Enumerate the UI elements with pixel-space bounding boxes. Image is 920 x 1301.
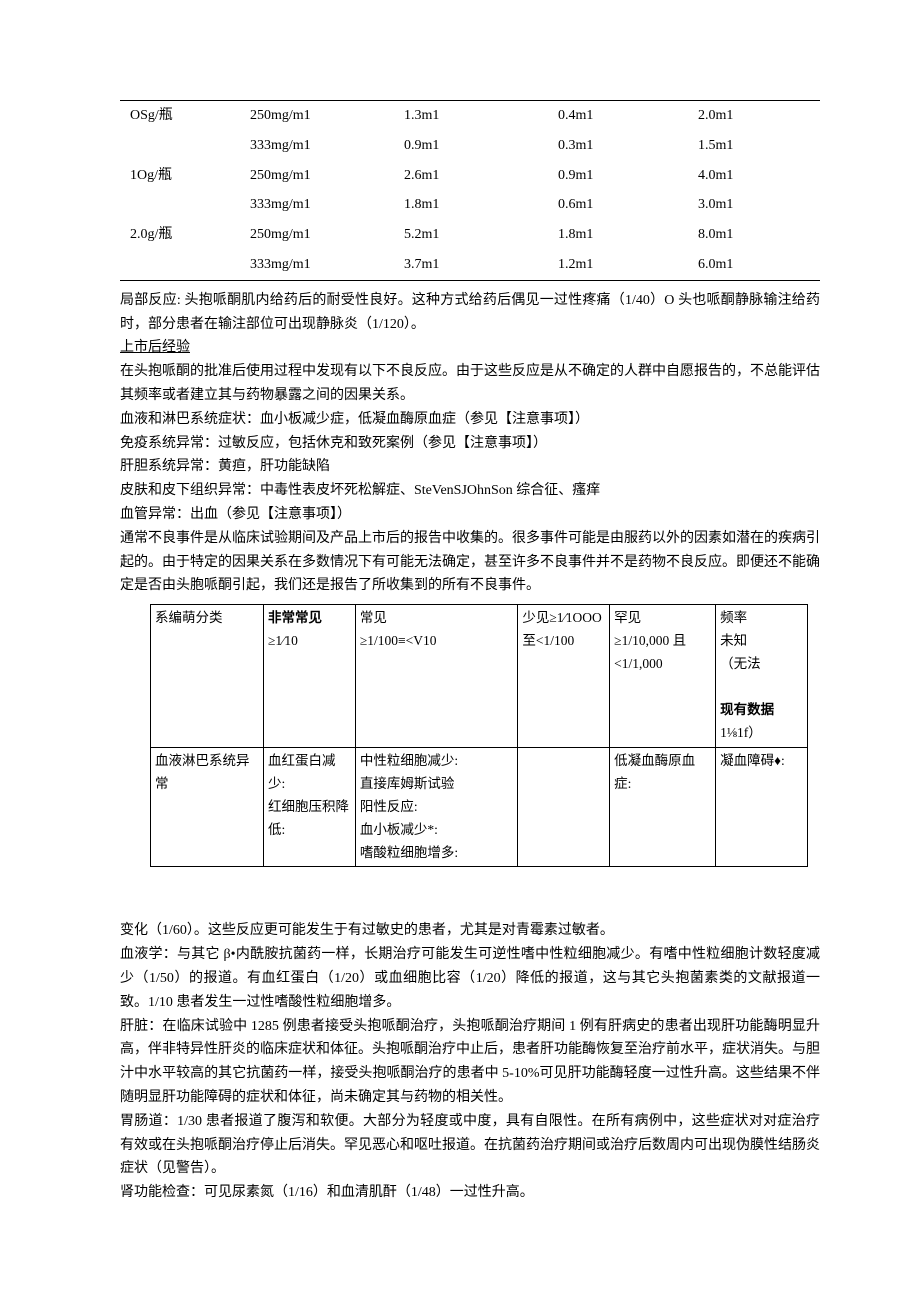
table-row: OSg/瓶 250mg/m1 1.3m1 0.4m1 2.0m1: [120, 101, 820, 131]
dosage-table: OSg/瓶 250mg/m1 1.3m1 0.4m1 2.0m1 333mg/m…: [120, 100, 820, 281]
ae-header-unknown: 频率 未知 （无法 现有数据 1⅛1f）: [716, 605, 808, 748]
cell: 2.0m1: [694, 101, 820, 131]
range1: ≥1/10,000 且: [614, 633, 686, 648]
bullet-hepatobiliary: 肝胆系统异常：黄疸，肝功能缺陷: [120, 455, 820, 479]
cell: 2.6m1: [400, 161, 554, 191]
cell: 8.0m1: [694, 220, 820, 250]
bullet-vascular: 血管异常：出血（参见【注意事项】）: [120, 503, 820, 527]
liver-paragraph: 肝脏：在临床试验中 1285 例患者接受头抱哌酮治疗，头抱哌酮治疗期间 1 例有…: [120, 1015, 820, 1110]
cell: 0.9m1: [400, 131, 554, 161]
cell: 1.8m1: [400, 190, 554, 220]
l5: 嗜酸粒细胞增多:: [360, 845, 458, 860]
ae-header-uncommon: 少见≥1⁄1OOO 至<1/100: [518, 605, 610, 748]
cell: 0.9m1: [554, 161, 694, 191]
ae-header-common: 常见 ≥1/100≡<V10: [355, 605, 517, 748]
l3: （无法: [720, 656, 761, 671]
label: 非常常见: [268, 610, 322, 625]
bullet-blood: 血液和淋巴系统症状：血小板减少症，低凝血酶原血症（参见【注意事项】）: [120, 408, 820, 432]
ae-note-paragraph: 通常不良事件是从临床试验期间及产品上市后的报告中收集的。很多事件可能是由服药以外…: [120, 527, 820, 598]
cell: 1.2m1: [554, 250, 694, 280]
ae-unknown: 凝血障碍♦:: [716, 747, 808, 867]
hematology-paragraph: 血液学：与其它 β•内酰胺抗菌药一样，长期治疗可能发生可逆性嗜中性粒细胞减少。有…: [120, 943, 820, 1014]
table-row: 333mg/m1 1.8m1 0.6m1 3.0m1: [120, 190, 820, 220]
l4: 现有数据: [720, 702, 774, 717]
l4: 血小板减少*:: [360, 822, 438, 837]
cell: 333mg/m1: [246, 131, 400, 161]
ae-very-common: 血红蛋白减少: 红细胞压积降低:: [264, 747, 356, 867]
cell: 333mg/m1: [246, 250, 400, 280]
spacer: [120, 873, 820, 919]
changes-paragraph: 变化（1/60）。这些反应更可能发生于有过敏史的患者，尤其是对青霉素过敏者。: [120, 919, 820, 943]
ae-common: 中性粒细胞减少: 直接库姆斯试验 阳性反应: 血小板减少*: 嗜酸粒细胞增多:: [355, 747, 517, 867]
cell: 0.6m1: [554, 190, 694, 220]
l5: 1⅛1f）: [720, 725, 762, 740]
table-row: 333mg/m1 0.9m1 0.3m1 1.5m1: [120, 131, 820, 161]
postmarket-intro-paragraph: 在头抱哌酮的批准后使用过程中发现有以下不良反应。由于这些反应是从不确定的人群中自…: [120, 360, 820, 408]
ae-header-system: 系编萌分类: [151, 605, 264, 748]
cell: 6.0m1: [694, 250, 820, 280]
cell: OSg/瓶: [120, 101, 246, 131]
ae-rare: 低凝血酶原血症:: [610, 747, 716, 867]
cell: 1.8m1: [554, 220, 694, 250]
range2: <1/1,000: [614, 656, 663, 671]
dosage-table-body: OSg/瓶 250mg/m1 1.3m1 0.4m1 2.0m1 333mg/m…: [120, 101, 820, 281]
cell: [120, 250, 246, 280]
cell: 0.4m1: [554, 101, 694, 131]
adverse-event-table: 系编萌分类 非常常见 ≥1⁄10 常见 ≥1/100≡<V10 少见≥1⁄1OOO…: [150, 604, 808, 867]
ae-system: 血液淋巴系统异常: [151, 747, 264, 867]
ae-header-row: 系编萌分类 非常常见 ≥1⁄10 常见 ≥1/100≡<V10 少见≥1⁄1OOO…: [151, 605, 808, 748]
cell: 2.0g/瓶: [120, 220, 246, 250]
gi-paragraph: 胃肠道：1/30 患者报道了腹泻和软便。大部分为轻度或中度，具有自限性。在所有病…: [120, 1110, 820, 1181]
postmarket-heading: 上市后经验: [120, 340, 190, 355]
cell: 4.0m1: [694, 161, 820, 191]
cell: 333mg/m1: [246, 190, 400, 220]
cell: 250mg/m1: [246, 220, 400, 250]
label: 罕见: [614, 610, 641, 625]
ae-header-very-common: 非常常见 ≥1⁄10: [264, 605, 356, 748]
cell: 0.3m1: [554, 131, 694, 161]
cell: 3.0m1: [694, 190, 820, 220]
renal-paragraph: 肾功能检查：可见尿素氮（1/16）和血清肌酐（1/48）一过性升高。: [120, 1181, 820, 1205]
l1: 血红蛋白减少:: [268, 753, 336, 791]
bullet-immune: 免疫系统异常：过敏反应，包括休克和致死案例（参见【注意事项】）: [120, 432, 820, 456]
local-reaction-paragraph: 局部反应: 头抱哌酮肌内给药后的耐受性良好。这种方式给药后偶见一过性疼痛（1/4…: [120, 289, 820, 337]
cell: 1Og/瓶: [120, 161, 246, 191]
cell: 1.5m1: [694, 131, 820, 161]
l2: 未知: [720, 633, 747, 648]
table-row: 1Og/瓶 250mg/m1 2.6m1 0.9m1 4.0m1: [120, 161, 820, 191]
label: 少见≥1⁄1OOO: [522, 610, 601, 625]
range: ≥1/100≡<V10: [360, 633, 437, 648]
ae-row-blood: 血液淋巴系统异常 血红蛋白减少: 红细胞压积降低: 中性粒细胞减少: 直接库姆斯…: [151, 747, 808, 867]
l1: 中性粒细胞减少:: [360, 753, 458, 768]
l2: 直接库姆斯试验: [360, 776, 455, 791]
cell: [120, 190, 246, 220]
label: 常见: [360, 610, 387, 625]
range: ≥1⁄10: [268, 633, 298, 648]
table-row: 333mg/m1 3.7m1 1.2m1 6.0m1: [120, 250, 820, 280]
l1: 频率: [720, 610, 747, 625]
cell: 250mg/m1: [246, 101, 400, 131]
ae-uncommon: [518, 747, 610, 867]
l2: 红细胞压积降低:: [268, 799, 349, 837]
l3: 阳性反应:: [360, 799, 418, 814]
cell: 250mg/m1: [246, 161, 400, 191]
cell: 3.7m1: [400, 250, 554, 280]
ae-header-rare: 罕见 ≥1/10,000 且 <1/1,000: [610, 605, 716, 748]
cell: [120, 131, 246, 161]
table-row: 2.0g/瓶 250mg/m1 5.2m1 1.8m1 8.0m1: [120, 220, 820, 250]
cell: 1.3m1: [400, 101, 554, 131]
range: 至<1/100: [522, 633, 574, 648]
bullet-skin: 皮肤和皮下组织异常：中毒性表皮坏死松解症、SteVenSJOhnSon 综合征、…: [120, 479, 820, 503]
cell: 5.2m1: [400, 220, 554, 250]
